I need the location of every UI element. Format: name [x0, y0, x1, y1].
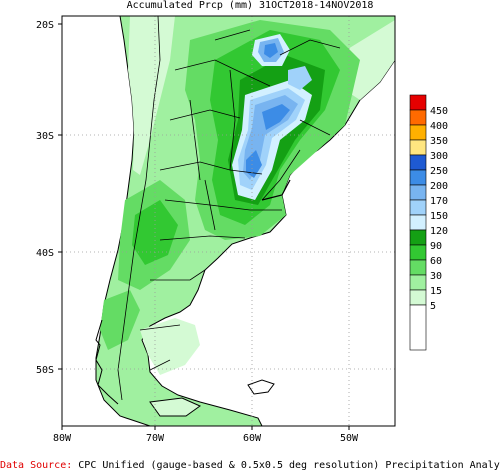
lon-label-80w: 80W — [53, 433, 72, 444]
falkland-islands — [247, 379, 275, 395]
legend-swatch-9 — [409, 214, 427, 231]
legend-swatch-2 — [409, 109, 427, 126]
axis-ticks — [58, 23, 350, 430]
legend-swatch-7 — [409, 184, 427, 201]
lat-label-20s: 20S — [36, 20, 54, 31]
lat-label-30s: 30S — [36, 131, 54, 142]
zone-200-250mm-north — [264, 43, 278, 58]
legend-swatch-5 — [409, 154, 427, 171]
graticule — [62, 16, 395, 426]
legend-label-5: 5 — [430, 301, 436, 312]
data-source-label: Data Source: — [0, 460, 73, 471]
legend-label-350: 350 — [430, 136, 448, 147]
zone-200-250mm-core — [262, 104, 290, 130]
legend-label-400: 400 — [430, 121, 448, 132]
legend-colorbar — [409, 94, 427, 351]
legend-label-15: 15 — [430, 286, 442, 297]
lon-label-70w: 70W — [146, 433, 165, 444]
legend-swatch-8 — [409, 199, 427, 216]
legend-label-120: 120 — [430, 226, 448, 237]
legend-swatch-12 — [409, 259, 427, 276]
zone-30-60mm-south — [100, 290, 140, 350]
legend-label-170: 170 — [430, 196, 448, 207]
legend-swatch-11 — [409, 244, 427, 261]
lat-label-40s: 40S — [36, 248, 54, 259]
legend-swatch-15 — [409, 304, 427, 351]
lat-label-50s: 50S — [36, 365, 54, 376]
legend-label-30: 30 — [430, 271, 442, 282]
legend-label-200: 200 — [430, 181, 448, 192]
legend-label-300: 300 — [430, 151, 448, 162]
legend-label-250: 250 — [430, 166, 448, 177]
legend-swatch-1 — [409, 94, 427, 111]
legend-swatch-13 — [409, 274, 427, 291]
data-source-footer: Data Source: CPC Unified (gauge-based & … — [0, 459, 500, 473]
political-borders — [117, 16, 341, 401]
legend-swatch-10 — [409, 229, 427, 246]
lon-label-60w: 60W — [243, 433, 262, 444]
map-title: Accumulated Prcp (mm) 31OCT2018-14NOV201… — [126, 0, 374, 11]
legend-label-90: 90 — [430, 241, 442, 252]
legend-label-60: 60 — [430, 256, 442, 267]
legend-swatch-3 — [409, 124, 427, 141]
rio-de-la-plata — [261, 179, 291, 201]
plot-frame — [61, 15, 396, 427]
chile-coast-islands — [95, 319, 119, 405]
lon-label-50w: 50W — [340, 433, 359, 444]
legend-label-150: 150 — [430, 211, 448, 222]
zone-200-250mm-south — [246, 150, 262, 178]
legend-swatch-6 — [409, 169, 427, 186]
legend-swatch-14 — [409, 289, 427, 306]
legend-swatch-4 — [409, 139, 427, 156]
tierra-del-fuego — [149, 397, 202, 417]
zone-120-150mm-mid — [288, 66, 312, 90]
legend-label-450: 450 — [430, 106, 448, 117]
dry-zone-north — [128, 16, 175, 175]
data-source-text: CPC Unified (gauge-based & 0.5x0.5 deg r… — [78, 460, 500, 471]
